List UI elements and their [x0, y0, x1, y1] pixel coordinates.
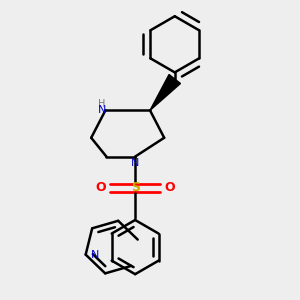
Text: N: N	[98, 105, 106, 115]
Text: N: N	[91, 250, 99, 260]
Text: O: O	[164, 182, 175, 194]
Text: O: O	[95, 182, 106, 194]
Polygon shape	[150, 74, 181, 110]
Text: H: H	[98, 99, 106, 110]
Text: S: S	[130, 182, 140, 194]
Text: N: N	[131, 158, 139, 167]
